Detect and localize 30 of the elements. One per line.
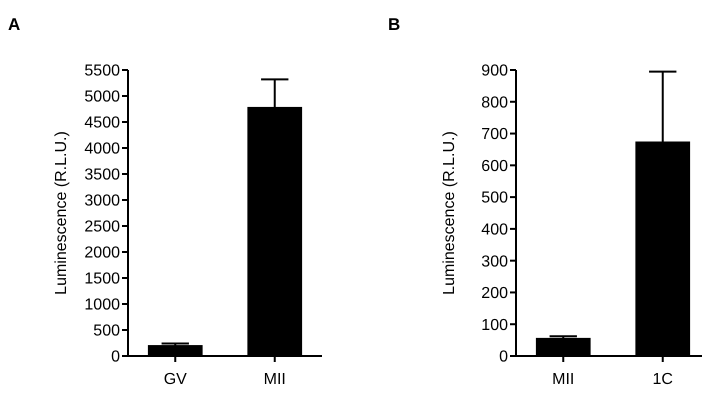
y-tick-label: 400 (481, 221, 508, 238)
y-tick-label: 100 (481, 316, 508, 334)
x-tick-label: MII (552, 371, 574, 388)
y-tick-label: 800 (481, 94, 508, 112)
y-tick-label: 500 (481, 190, 508, 207)
y-tick-label: 0 (111, 348, 120, 366)
y-tick-label: 5500 (84, 62, 120, 80)
y-tick-label: 4500 (84, 114, 120, 132)
y-tick-label: 1000 (84, 296, 120, 314)
y-tick-label: 3500 (84, 166, 120, 184)
y-tick-label: 600 (481, 158, 508, 175)
y-tick-label: 300 (481, 253, 508, 270)
y-tick-label: 3000 (84, 192, 120, 210)
y-tick-label: 4000 (84, 140, 120, 158)
y-tick-label: 2500 (84, 218, 120, 236)
y-tick-label: 500 (93, 322, 120, 340)
y-tick-label: 700 (481, 126, 508, 144)
y-tick-label: 0 (499, 348, 508, 366)
y-tick-label: 1500 (84, 270, 120, 288)
y-axis-title: Luminescence (R.L.U.) (53, 131, 70, 295)
y-tick-label: 5000 (84, 88, 120, 106)
y-tick-label: 2000 (84, 244, 120, 262)
chart-title: B (388, 15, 400, 34)
x-tick-label: MII (264, 371, 286, 388)
y-tick-label: 200 (481, 285, 508, 302)
y-tick-label: 900 (481, 62, 508, 80)
x-tick-label: GV (164, 371, 188, 388)
chart-title: A (8, 15, 20, 34)
x-tick-label: 1C (652, 371, 673, 388)
y-axis-title: Luminescence (R.L.U.) (441, 131, 458, 295)
